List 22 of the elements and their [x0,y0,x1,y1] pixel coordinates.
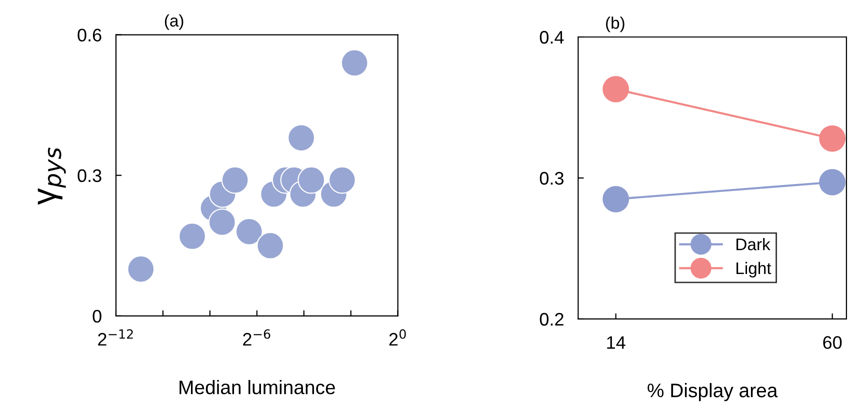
x-axis-title: Median luminance [180,380,335,394]
y-tick-label: 0.3 [540,172,564,185]
x-tick-label: 60 [823,336,842,349]
y-tick-label: 0 [92,310,102,323]
y-axis-title: γ$_{pys}$ [38,148,66,205]
legend-label: Dark [736,238,770,250]
x-axis-title: % Display area [648,383,778,402]
legend-label: Light [736,262,772,278]
point [819,169,846,196]
y-tick-label: 0.2 [540,312,564,326]
chart-title: (b) [606,16,624,32]
x-tick-label: 14 [607,336,626,349]
y-tick-label: 0.6 [78,28,102,42]
y-tick-label: 0.3 [78,169,102,182]
x-tick-label: 2$^{−6}$ [243,329,270,346]
point [602,76,630,102]
x-tick-label: 2$^{0}$ [389,329,406,346]
point [819,125,846,152]
point [602,186,630,212]
x-tick-label: 2$^{−12}$ [98,329,133,346]
y-tick-label: 0.4 [540,30,564,44]
chart-title: (a) [164,14,184,30]
